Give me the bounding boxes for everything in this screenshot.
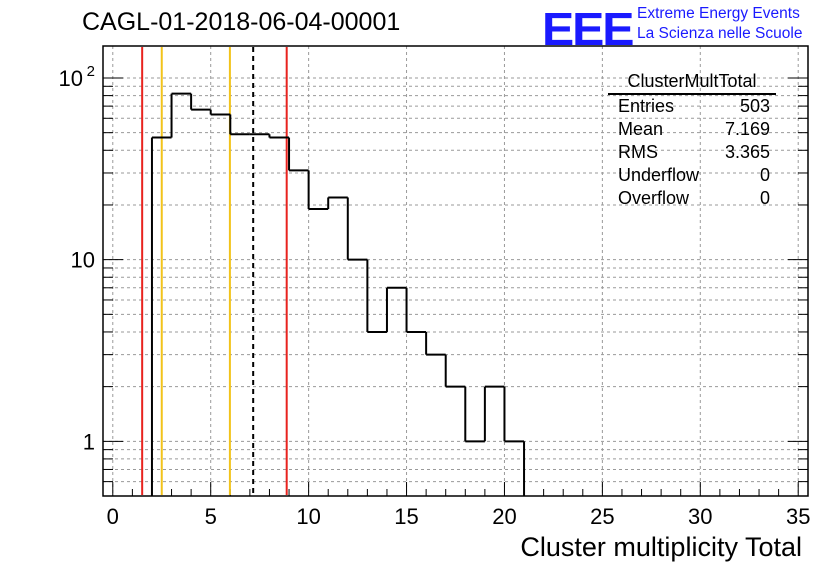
x-tick-label: 35 bbox=[786, 504, 810, 529]
x-tick-label: 20 bbox=[492, 504, 516, 529]
stats-label: Underflow bbox=[618, 165, 700, 185]
eee-logo-caption: Extreme Energy Events La Scienza nelle S… bbox=[637, 4, 802, 44]
stats-row-underflow: Underflow 0 bbox=[612, 164, 772, 187]
statistics-box: ClusterMultTotal Entries 503 Mean 7.169 … bbox=[608, 70, 776, 210]
stats-label: Overflow bbox=[618, 188, 690, 208]
stats-row-entries: Entries 503 bbox=[612, 95, 772, 118]
stats-label: Entries bbox=[618, 96, 675, 116]
y-tick-label-exponent: 2 bbox=[87, 63, 95, 80]
y-tick-label: 1 bbox=[83, 429, 95, 454]
axis-ticks bbox=[103, 77, 808, 497]
stats-value: 503 bbox=[739, 96, 770, 116]
histogram-bins bbox=[150, 92, 526, 496]
run-title: CAGL-01-2018-06-04-00001 bbox=[82, 8, 401, 36]
stats-row-overflow: Overflow 0 bbox=[612, 187, 772, 210]
x-tick-label: 10 bbox=[296, 504, 320, 529]
x-tick-label: 25 bbox=[590, 504, 614, 529]
grid-lines bbox=[103, 46, 808, 497]
y-tick-label: 10 bbox=[59, 66, 83, 91]
x-tick-label: 0 bbox=[107, 504, 119, 529]
stats-value: 0 bbox=[759, 165, 770, 185]
stats-value: 7.169 bbox=[724, 119, 770, 139]
plot-frame bbox=[102, 45, 809, 497]
stats-label: RMS bbox=[618, 142, 658, 162]
x-tick-label: 30 bbox=[688, 504, 712, 529]
stats-value: 3.365 bbox=[724, 142, 770, 162]
x-axis-label: Cluster multiplicity Total bbox=[520, 532, 802, 562]
stats-row-mean: Mean 7.169 bbox=[612, 118, 772, 141]
x-tick-label: 5 bbox=[205, 504, 217, 529]
stats-value: 0 bbox=[759, 188, 770, 208]
stats-title: ClusterMultTotal bbox=[608, 70, 776, 95]
eee-logo: EEE bbox=[542, 3, 634, 55]
logo-line-1: Extreme Energy Events bbox=[637, 5, 800, 22]
x-tick-label: 15 bbox=[394, 504, 418, 529]
stats-row-rms: RMS 3.365 bbox=[612, 141, 772, 164]
stats-label: Mean bbox=[618, 119, 664, 139]
reference-lines bbox=[141, 47, 288, 495]
y-tick-label: 10 bbox=[71, 248, 95, 273]
logo-line-2: La Scienza nelle Scuole bbox=[637, 25, 803, 42]
